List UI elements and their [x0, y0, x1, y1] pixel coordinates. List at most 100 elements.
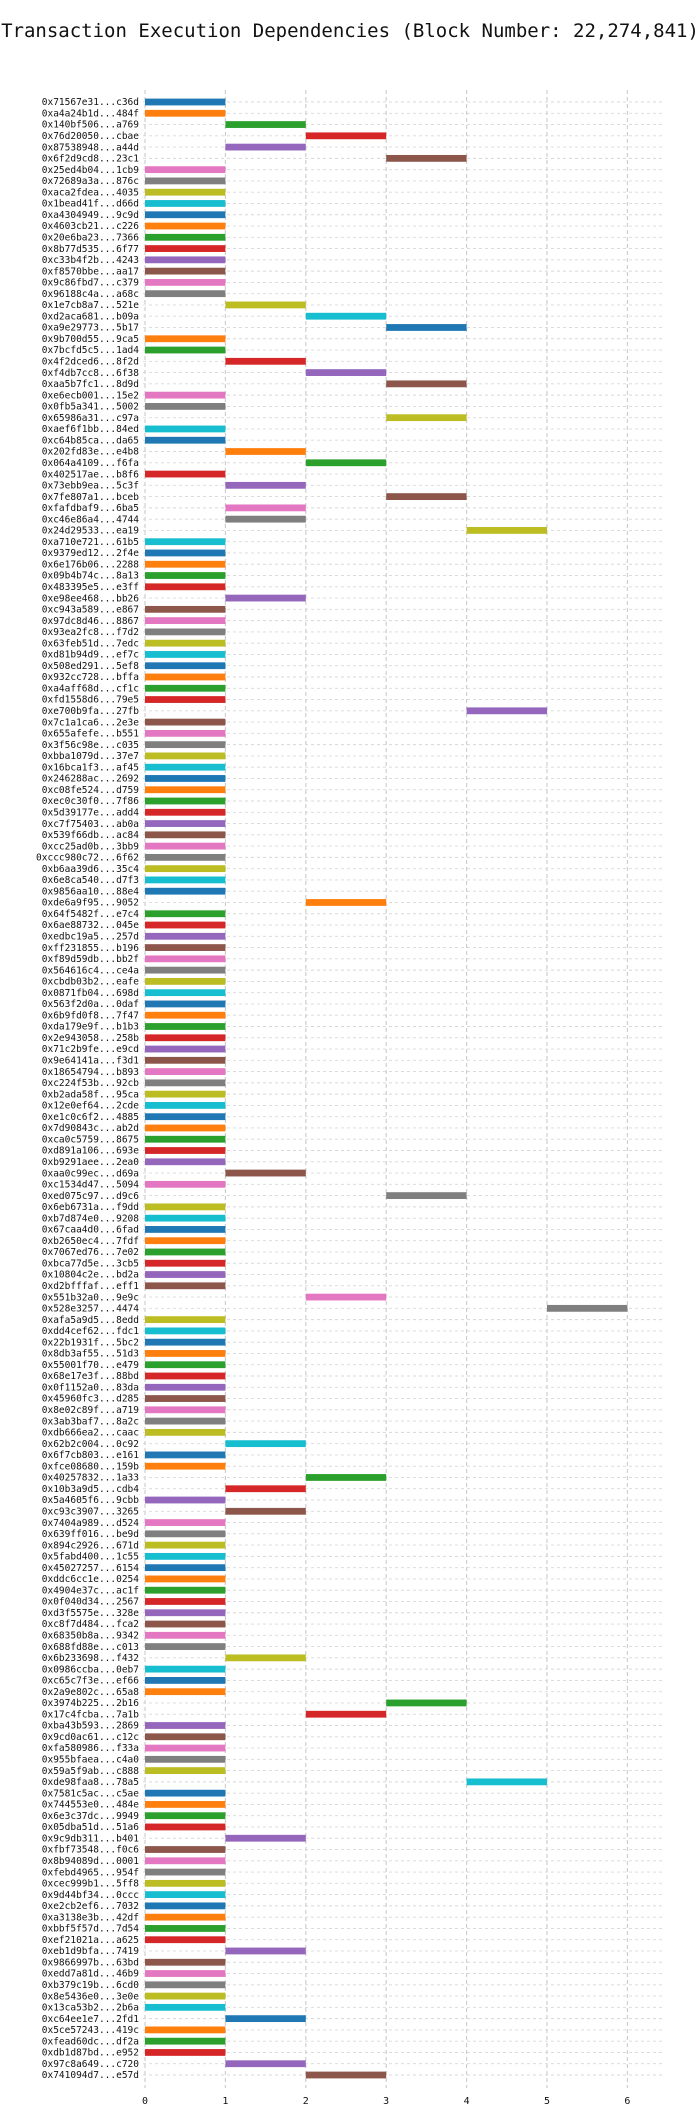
bar — [145, 256, 226, 264]
bar — [145, 538, 226, 546]
bar — [145, 1879, 226, 1887]
y-tick-label: 0x18654794...b893 — [42, 1067, 139, 1078]
bar — [145, 1327, 226, 1335]
bar — [145, 1541, 226, 1549]
bar — [145, 797, 226, 805]
y-tick-label: 0x5ce57243...419c — [42, 2025, 139, 2036]
y-tick-label: 0x6b9fd0f8...7f47 — [42, 1010, 139, 1021]
y-tick-label: 0xa4aff68d...cf1c — [42, 683, 139, 694]
bar — [145, 1000, 226, 1008]
bar — [145, 1744, 226, 1752]
y-tick-label: 0xb7d874e0...9208 — [42, 1213, 140, 1224]
y-tick-label: 0xef21021a...a625 — [42, 1935, 139, 1946]
y-tick-label: 0x528e3257...4474 — [42, 1304, 140, 1315]
x-tick-label: 3 — [383, 2096, 389, 2107]
bar — [145, 1102, 226, 1109]
bar — [145, 1722, 226, 1729]
y-tick-label: 0x2e943058...258b — [42, 1033, 140, 1044]
bars — [145, 98, 628, 2079]
bar — [145, 1135, 226, 1143]
bar — [305, 459, 387, 467]
y-tick-label: 0x6e3c37dc...9949 — [42, 1811, 140, 1822]
bar — [145, 200, 226, 207]
bar — [145, 775, 226, 782]
bar — [145, 1981, 226, 1989]
y-tick-label: 0xc46e86a4...4744 — [42, 514, 140, 525]
bar — [145, 290, 226, 298]
chart-title: Transaction Execution Dependencies (Bloc… — [1, 20, 699, 42]
y-tick-label: 0xe2cb2ef6...7032 — [42, 1901, 139, 1912]
bar — [547, 1304, 628, 1312]
y-tick-label: 0xfbf73548...f0c6 — [42, 1845, 140, 1856]
bar — [145, 1090, 226, 1098]
bar — [145, 391, 226, 399]
bar — [145, 1992, 226, 2000]
bar — [145, 1598, 226, 1605]
y-tick-label: 0x22b1931f...5bc2 — [42, 1337, 139, 1348]
y-tick-label: 0x8e5436e0...3e0e — [42, 1991, 140, 2002]
bar — [145, 763, 226, 771]
y-tick-label: 0x0fb5a341...5002 — [42, 402, 139, 413]
bar — [145, 741, 226, 749]
bar — [225, 1947, 306, 1955]
y-tick-label: 0x65986a31...c97a — [42, 413, 139, 424]
y-tick-label: 0x7404a989...d524 — [42, 1518, 140, 1529]
bar — [145, 910, 226, 918]
y-tick-label: 0x40257832...1a33 — [42, 1473, 139, 1484]
bar — [145, 955, 226, 963]
y-tick-label: 0xccc980c72...6f62 — [36, 853, 139, 864]
bar — [145, 2026, 226, 2034]
y-tick-label: 0x45027257...6154 — [42, 1563, 140, 1574]
bar — [145, 1620, 226, 1628]
bar — [225, 1507, 306, 1515]
y-tick-label: 0x9b700d55...9ca5 — [42, 334, 139, 345]
bar — [145, 1846, 226, 1853]
y-tick-label: 0xb2650ec4...7fdf — [42, 1236, 139, 1247]
bar — [145, 1958, 226, 1966]
bar — [145, 876, 226, 884]
bar — [145, 166, 226, 174]
bar — [145, 2049, 226, 2056]
bar — [225, 2015, 306, 2023]
y-tick-label: 0x62b2c004...0c92 — [42, 1439, 139, 1450]
y-tick-label: 0x508ed291...5ef8 — [42, 661, 140, 672]
y-tick-label: 0xca0c5759...8675 — [42, 1134, 139, 1145]
bar — [466, 707, 547, 715]
y-tick-label: 0x4603cb21...c226 — [42, 221, 140, 232]
y-tick-label: 0x7d90843c...ab2d — [42, 1123, 139, 1134]
y-tick-label: 0x564616c4...ce4a — [42, 965, 139, 976]
bar — [145, 560, 226, 568]
y-tick-label: 0x563f2d0a...0daf — [42, 999, 139, 1010]
y-tick-label: 0xc1534d47...5094 — [42, 1180, 140, 1191]
bar — [145, 1755, 226, 1763]
y-tick-label: 0xb2ada58f...95ca — [42, 1089, 139, 1100]
bar — [145, 1338, 226, 1346]
x-tick-label: 6 — [624, 2096, 630, 2107]
y-tick-label: 0x7067ed76...7e02 — [42, 1247, 139, 1258]
bar — [225, 481, 306, 489]
y-tick-label: 0x483395e5...e3ff — [42, 582, 139, 593]
y-tick-label: 0x13ca53b2...2b6a — [42, 2003, 139, 2014]
y-tick-label: 0x955bfaea...c4a0 — [42, 1755, 140, 1766]
y-tick-label: 0xc08fe524...d759 — [42, 785, 140, 796]
y-tick-label: 0xe700b9fa...27fb — [42, 706, 140, 717]
y-tick-label: 0xaa0c99ec...d69a — [42, 1168, 139, 1179]
bar — [145, 673, 226, 681]
bar — [145, 1936, 226, 1944]
y-tick-label: 0xfce08680...159b — [42, 1461, 140, 1472]
bar — [145, 820, 226, 827]
y-tick-label: 0x5fabd400...1c55 — [42, 1552, 139, 1563]
bar — [225, 515, 306, 523]
y-tick-label: 0x9e64141a...f3d1 — [42, 1056, 140, 1067]
y-tick-label: 0x64f5482f...e7c4 — [42, 909, 140, 920]
bar — [145, 1259, 226, 1267]
bar — [145, 639, 226, 647]
bar — [145, 1609, 226, 1617]
y-tick-label: 0x932cc728...bffa — [42, 672, 139, 683]
bar — [145, 628, 226, 636]
y-tick-label: 0xfead60dc...df2a — [42, 2036, 139, 2047]
bar — [145, 188, 226, 196]
y-tick-label: 0xa4a24b1d...484f — [42, 108, 139, 119]
bar — [225, 301, 306, 309]
